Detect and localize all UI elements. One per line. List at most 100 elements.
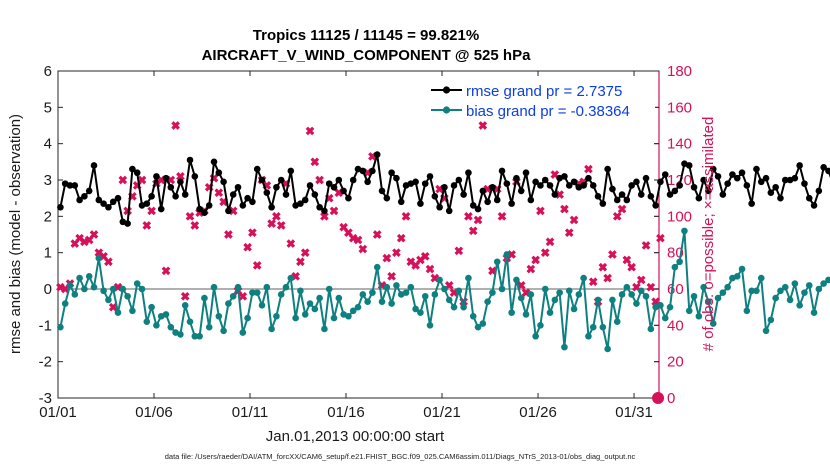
bias-point	[594, 296, 602, 304]
rmse-point	[748, 200, 755, 207]
bias-point	[330, 314, 338, 322]
obs-assimilated-point	[382, 253, 392, 263]
bias-point	[748, 287, 755, 295]
legend-bias-label: bias grand pr = -0.38364	[466, 103, 630, 120]
rmse-point	[90, 162, 98, 169]
bias-point	[321, 325, 328, 333]
bias-point	[277, 291, 285, 298]
bias-point	[85, 272, 93, 280]
rmse-point	[498, 167, 506, 175]
bias-point	[306, 300, 314, 307]
y-right-tick-label: 120	[667, 172, 692, 189]
obs-assimilated-point	[536, 206, 545, 216]
rmse-point	[537, 182, 544, 189]
bias-point	[426, 322, 434, 329]
bias-point	[585, 332, 592, 340]
rmse-point	[277, 176, 285, 184]
bias-point	[436, 276, 443, 284]
rmse-point	[229, 191, 237, 198]
rmse-point	[796, 162, 803, 169]
bias-point	[532, 332, 539, 340]
bias-point	[637, 287, 645, 295]
obs-assimilated-point	[214, 188, 224, 198]
bias-point	[455, 287, 463, 295]
bias-point	[373, 263, 381, 271]
bias-point	[762, 327, 770, 335]
rmse-point	[359, 167, 367, 175]
bias-point	[705, 298, 712, 306]
bias-point	[325, 285, 333, 293]
bias-point	[589, 323, 597, 331]
bias-point	[738, 265, 746, 273]
obs-assimilated-point	[478, 121, 488, 130]
rmse-point	[417, 200, 424, 207]
x-tick-label: 01/26	[519, 404, 557, 421]
bias-point	[71, 291, 79, 298]
rmse-point	[695, 194, 703, 202]
obs-assimilated-point	[118, 175, 128, 185]
bias-point	[647, 325, 655, 333]
bias-point	[671, 263, 679, 271]
obs-assimilated-point	[243, 242, 252, 252]
bias-point	[273, 312, 280, 320]
legend-rmse-marker	[442, 86, 451, 94]
rmse-point	[157, 205, 165, 213]
bias-point	[628, 291, 635, 298]
rmse-point	[551, 191, 559, 198]
rmse-point	[397, 198, 405, 206]
bias-point	[575, 291, 583, 298]
rmse-point	[57, 203, 64, 211]
rmse-point	[527, 196, 535, 204]
obs-assimilated-point	[588, 277, 598, 287]
obs-assimilated-point	[286, 239, 296, 248]
rmse-point	[613, 196, 621, 204]
obs-assimilated-point	[392, 248, 401, 257]
obs-assimilated-point	[276, 221, 286, 230]
rmse-point	[820, 163, 827, 171]
bias-point	[229, 292, 237, 300]
rmse-point	[177, 178, 184, 186]
rmse-point	[153, 173, 160, 180]
bias-point	[623, 283, 631, 291]
obs-assimilated-point	[468, 226, 478, 236]
bias-point	[407, 283, 415, 291]
obs-assimilated-point	[531, 255, 540, 265]
bias-point	[258, 302, 266, 309]
bias-point	[719, 289, 727, 296]
rmse-point	[426, 173, 434, 180]
rmse-point	[753, 165, 760, 173]
rmse-point	[129, 165, 136, 173]
rmse-point	[810, 202, 818, 209]
bias-point	[95, 254, 103, 262]
bias-point	[527, 291, 535, 298]
obs-assimilated-point	[89, 230, 99, 239]
rmse-point	[815, 187, 823, 195]
rmse-point	[340, 187, 347, 195]
rmse-point	[71, 182, 79, 189]
obs-assimilated-point	[598, 262, 608, 272]
obs-assimilated-point	[540, 248, 550, 257]
rmse-point	[705, 187, 712, 195]
obs-assimilated-point	[646, 282, 656, 292]
y-left-tick-label: -3	[39, 390, 52, 407]
rmse-point	[522, 169, 530, 177]
rmse-point	[772, 183, 779, 191]
x-tick-label: 01/21	[423, 404, 461, 421]
obs-assimilated-point	[267, 219, 276, 228]
rmse-point	[676, 182, 683, 189]
bias-point	[604, 345, 611, 353]
rmse-point	[503, 180, 511, 187]
bias-point	[311, 305, 319, 313]
bias-point	[825, 276, 830, 284]
bias-point	[450, 303, 458, 311]
obs-assimilated-point	[104, 257, 113, 267]
bias-point	[556, 289, 563, 296]
bias-point	[81, 285, 88, 293]
x-tick-label: 01/11	[232, 404, 268, 421]
rmse-point	[460, 191, 467, 198]
bias-point	[61, 300, 69, 307]
rmse-point	[258, 176, 266, 184]
obs-assimilated-point	[248, 228, 257, 237]
rmse-point	[729, 171, 736, 178]
